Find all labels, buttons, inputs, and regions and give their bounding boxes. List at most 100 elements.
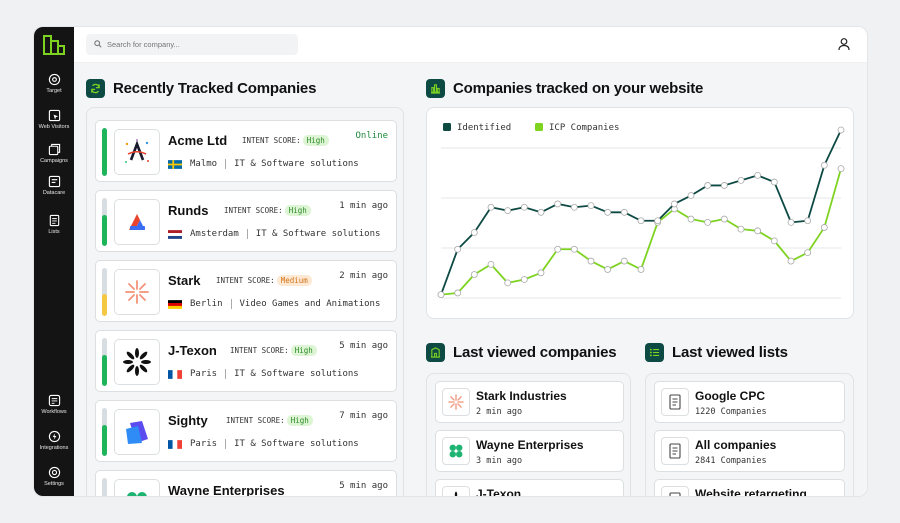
last-list-item[interactable]: Google CPC 1220 Companies bbox=[654, 381, 845, 423]
intent-bar bbox=[102, 478, 107, 496]
search-box[interactable] bbox=[86, 34, 298, 55]
series-line bbox=[440, 168, 842, 296]
app-logo-icon[interactable] bbox=[43, 35, 65, 57]
company-city: Paris bbox=[190, 369, 218, 379]
intent-fill bbox=[102, 128, 107, 176]
intent-fill bbox=[102, 294, 107, 316]
last-company-item[interactable]: Wayne Enterprises 3 min ago bbox=[435, 430, 624, 472]
data-point bbox=[687, 215, 695, 223]
data-point bbox=[637, 266, 645, 273]
company-meta: Paris IT & Software solutions bbox=[168, 369, 359, 379]
intent-score: INTENT SCORE: High bbox=[226, 415, 313, 426]
sidebar-item-web-visitors[interactable]: Web Visitors bbox=[34, 109, 74, 130]
last-lists-list[interactable]: Google CPC 1220 Companies All companies … bbox=[645, 373, 854, 497]
company-city: Berlin bbox=[190, 299, 223, 309]
recent-companies-list[interactable]: Acme Ltd INTENT SCORE: High Online Malmo I… bbox=[86, 107, 404, 496]
data-point bbox=[754, 227, 762, 235]
data-point bbox=[620, 208, 628, 216]
sidebar-item-datacare[interactable]: Datacare bbox=[34, 175, 74, 196]
last-seen: 5 min ago bbox=[339, 341, 388, 351]
data-point bbox=[470, 271, 478, 278]
sighty-logo-icon bbox=[114, 409, 160, 455]
last-list-item[interactable]: Website retargeting bbox=[654, 479, 845, 497]
intent-score-badge: High bbox=[284, 205, 311, 216]
sidebar-item-integrations[interactable]: Integrations bbox=[34, 430, 74, 451]
intent-bar bbox=[102, 198, 107, 246]
legend-label: Identified bbox=[457, 123, 511, 133]
company-card-sighty[interactable]: Sighty INTENT SCORE: High 7 min ago Paris… bbox=[95, 400, 397, 462]
last-lists-title: Last viewed lists bbox=[672, 344, 788, 361]
last-company-item[interactable]: Stark Industries 2 min ago bbox=[435, 381, 624, 423]
user-profile-icon[interactable] bbox=[837, 37, 851, 51]
sidebar-item-label: Workflows bbox=[41, 409, 67, 415]
company-industry: IT & Software solutions bbox=[234, 439, 359, 449]
data-point bbox=[454, 245, 462, 253]
intent-bar bbox=[102, 268, 107, 316]
data-point bbox=[837, 165, 845, 173]
data-point bbox=[754, 171, 762, 179]
data-point bbox=[720, 182, 728, 189]
last-company-item[interactable]: J-Texon bbox=[435, 479, 624, 496]
data-point bbox=[570, 203, 578, 211]
sidebar-item-campaigns[interactable]: Campaigns bbox=[34, 143, 74, 164]
company-city: Paris bbox=[190, 439, 218, 449]
sidebar: Target Web Visitors Campaigns Datacare L… bbox=[34, 27, 74, 496]
recent-section-title: Recently Tracked Companies bbox=[113, 80, 317, 97]
data-point bbox=[504, 207, 512, 215]
runds-logo-icon bbox=[114, 199, 160, 245]
last-list-item[interactable]: All companies 2841 Companies bbox=[654, 430, 845, 472]
intent-bar bbox=[102, 338, 107, 386]
companies-tracked-chart[interactable]: Identified ICP Companies bbox=[426, 107, 854, 319]
intent-score-label: INTENT SCORE: bbox=[242, 136, 301, 145]
data-point bbox=[687, 192, 695, 199]
sidebar-item-target[interactable]: Target bbox=[34, 73, 74, 94]
list-name: Website retargeting bbox=[695, 487, 807, 497]
company-industry: IT & Software solutions bbox=[234, 159, 359, 169]
company-card-stark[interactable]: Stark INTENT SCORE: Medium 2 min ago Berl… bbox=[95, 260, 397, 322]
company-card-j-texon[interactable]: J-Texon INTENT SCORE: High 5 min ago Pari… bbox=[95, 330, 397, 392]
company-card-acme[interactable]: Acme Ltd INTENT SCORE: High Online Malmo I… bbox=[95, 120, 397, 182]
legend-label: ICP Companies bbox=[549, 123, 619, 133]
intent-bar bbox=[102, 128, 107, 176]
sidebar-item-label: Lists bbox=[48, 229, 60, 235]
data-point bbox=[504, 279, 512, 287]
sidebar-item-workflows[interactable]: Workflows bbox=[34, 394, 74, 415]
data-point bbox=[604, 208, 612, 216]
wayne-logo-icon bbox=[442, 437, 470, 465]
target-icon bbox=[48, 73, 60, 86]
data-point bbox=[770, 178, 778, 186]
company-meta: Berlin Video Games and Animations bbox=[168, 299, 380, 309]
sidebar-item-label: Target bbox=[46, 88, 62, 94]
data-point bbox=[587, 202, 595, 209]
intent-fill bbox=[102, 424, 107, 456]
last-seen: 5 min ago bbox=[339, 481, 388, 491]
data-point bbox=[487, 260, 495, 268]
last-seen: 7 min ago bbox=[339, 411, 388, 421]
intent-score: INTENT SCORE: High bbox=[230, 345, 317, 356]
search-input[interactable] bbox=[107, 37, 292, 52]
sidebar-item-settings[interactable]: Settings bbox=[34, 466, 74, 487]
netherlands-flag-icon bbox=[168, 229, 182, 239]
refresh-icon bbox=[86, 79, 105, 98]
data-point bbox=[787, 257, 795, 265]
germany-flag-icon bbox=[168, 299, 182, 309]
data-point bbox=[837, 126, 845, 134]
list-count: 2841 Companies bbox=[695, 456, 767, 466]
chart-section-title: Companies tracked on your website bbox=[453, 80, 704, 97]
last-company-time: 3 min ago bbox=[476, 456, 523, 466]
data-point bbox=[620, 257, 628, 265]
list-name: All companies bbox=[695, 438, 777, 452]
last-companies-list[interactable]: Stark Industries 2 min ago Wayne Enterpr… bbox=[426, 373, 631, 496]
sidebar-item-lists[interactable]: Lists bbox=[34, 214, 74, 235]
company-card-runds[interactable]: Runds INTENT SCORE: High 1 min ago Amster… bbox=[95, 190, 397, 252]
company-card-wayne-enterprises[interactable]: Wayne Enterprises 5 min ago bbox=[95, 470, 397, 496]
france-flag-icon bbox=[168, 439, 182, 449]
document-icon bbox=[661, 437, 689, 465]
data-point bbox=[470, 229, 478, 236]
bar-chart-icon bbox=[426, 79, 445, 98]
last-seen: 2 min ago bbox=[339, 271, 388, 281]
data-point bbox=[487, 203, 495, 211]
data-point bbox=[637, 217, 645, 225]
data-point bbox=[804, 217, 812, 225]
data-point bbox=[720, 215, 728, 223]
